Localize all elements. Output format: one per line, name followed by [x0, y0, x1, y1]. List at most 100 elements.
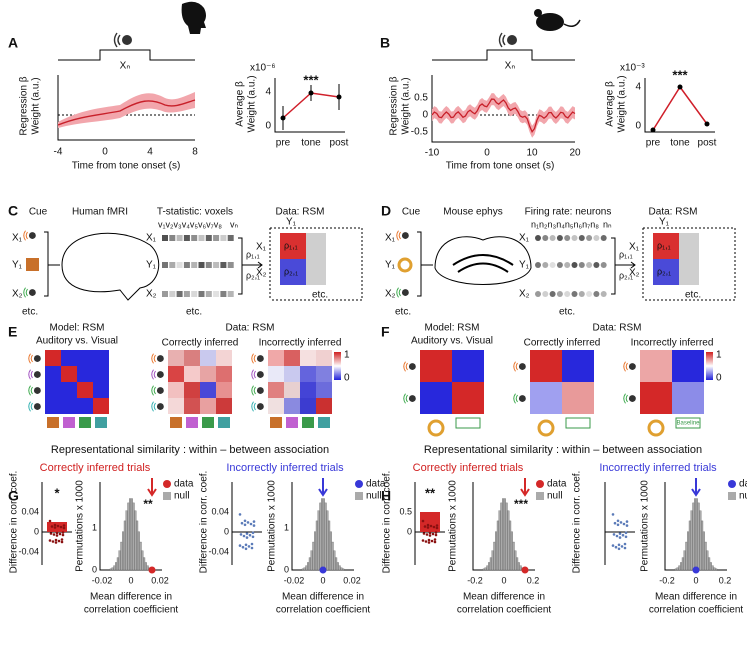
- unit-cell: [542, 262, 549, 268]
- subject-point: [426, 526, 430, 529]
- means: [650, 84, 710, 133]
- unit-cell: [198, 262, 205, 268]
- subject-point: [53, 526, 57, 529]
- null-bin: [321, 498, 324, 571]
- visual-cue: [537, 419, 555, 437]
- null-bin: [517, 562, 520, 571]
- data-arrow: [520, 478, 530, 497]
- x-axis-label: Mean difference in: [463, 592, 545, 603]
- unit-cell: [600, 235, 607, 241]
- y-tick-label: 0: [265, 121, 271, 132]
- unit-cell: [542, 235, 549, 241]
- subject-point: [622, 522, 626, 526]
- y-axis-label: Average β: [605, 81, 616, 127]
- x-axis-label: Mean difference in: [655, 592, 737, 603]
- column-header: Mouse ephys: [443, 207, 502, 218]
- visual-cue: [427, 419, 445, 437]
- x-axis-label: correlation coefficient: [649, 605, 744, 616]
- subject-point: [423, 525, 427, 528]
- unit-cell: [586, 262, 593, 268]
- matrix-cell: [562, 382, 594, 414]
- unit-labels: v₁v₂v₃v₄v₅v₆v₇v₈: [158, 219, 222, 229]
- matrix-cell: [168, 398, 184, 414]
- unit-cell: [593, 235, 600, 241]
- unit-cell: [549, 235, 556, 241]
- matrix-cell: [268, 350, 284, 366]
- stimulus-trace: [432, 49, 575, 61]
- null-bin: [500, 502, 503, 571]
- visual-cue: [47, 417, 59, 428]
- shape: [704, 121, 710, 127]
- matrix-cell: [672, 382, 704, 414]
- model-title: Model: RSM: [424, 323, 479, 334]
- unit-cell: [556, 262, 563, 268]
- stimulus-label: Xₙ: [505, 61, 516, 72]
- unit-cell: [183, 235, 190, 241]
- matrix-cell: [300, 350, 316, 366]
- rho-label: ρ₁,₁: [284, 240, 298, 250]
- data-arrow: [147, 478, 157, 497]
- column-header: Data: RSM: [276, 207, 325, 218]
- matrix-cell: [268, 398, 284, 414]
- visual-cue: [202, 417, 214, 428]
- matrix-cell: [45, 366, 61, 382]
- null-bin: [486, 565, 489, 571]
- column-header: Data: RSM: [649, 207, 698, 218]
- matrix-cell: [216, 398, 232, 414]
- legend-marker: [163, 480, 171, 488]
- panel-label: B: [380, 35, 390, 51]
- matrix-cell: [420, 382, 452, 414]
- speaker-icon: [151, 369, 165, 380]
- legend-marker: [355, 492, 363, 500]
- x-tick-label: 20: [569, 148, 581, 159]
- shape: [280, 115, 286, 121]
- visual-cue: [79, 417, 91, 428]
- null-bin: [111, 567, 114, 571]
- subject-point: [421, 539, 425, 542]
- null-bin: [706, 550, 709, 571]
- unit-cell: [571, 235, 578, 241]
- hippocampus: [452, 254, 514, 273]
- row-label: Y₁: [385, 260, 396, 271]
- visual-cue: [397, 257, 413, 273]
- mean-trace: [431, 98, 576, 133]
- legend-label: data: [366, 479, 386, 490]
- matrix-cell: [268, 382, 284, 398]
- speaker-icon: [403, 361, 417, 372]
- unit-cell: [205, 235, 212, 241]
- axes: [644, 78, 715, 133]
- visual-cue: [302, 417, 314, 428]
- null-bin: [336, 562, 339, 571]
- model-title: Model: RSM: [49, 323, 104, 334]
- null-bin: [516, 557, 519, 571]
- subject-point: [246, 521, 250, 524]
- y-tick-label: 0: [34, 526, 39, 536]
- null-bin: [681, 557, 684, 571]
- null-bin: [305, 565, 308, 571]
- x-tick-label: -0.2: [467, 575, 483, 585]
- rsm-column-label: Y₁: [286, 217, 297, 228]
- subject-point: [617, 543, 621, 547]
- subject-point: [621, 533, 625, 537]
- mean-line: [652, 85, 708, 131]
- null-bin: [687, 531, 690, 571]
- panel-label: F: [381, 324, 390, 340]
- null-bin: [338, 565, 341, 571]
- data-point: [319, 566, 327, 574]
- rsm-cell: [679, 233, 699, 285]
- row-label: X₂: [519, 289, 530, 300]
- subject-point: [238, 513, 242, 516]
- null-bin: [505, 502, 508, 571]
- unit-cell: [535, 262, 541, 268]
- visual-cue: [186, 417, 198, 428]
- null-bin: [144, 562, 147, 571]
- matrix-cell: [168, 382, 184, 398]
- null-bin: [694, 498, 697, 571]
- matrix-cell: [77, 366, 93, 382]
- mean-trace: [57, 99, 196, 126]
- null-bin: [482, 568, 485, 571]
- shape: [534, 9, 542, 17]
- y-axis-label: Regression β: [389, 76, 400, 135]
- shape: [308, 90, 314, 96]
